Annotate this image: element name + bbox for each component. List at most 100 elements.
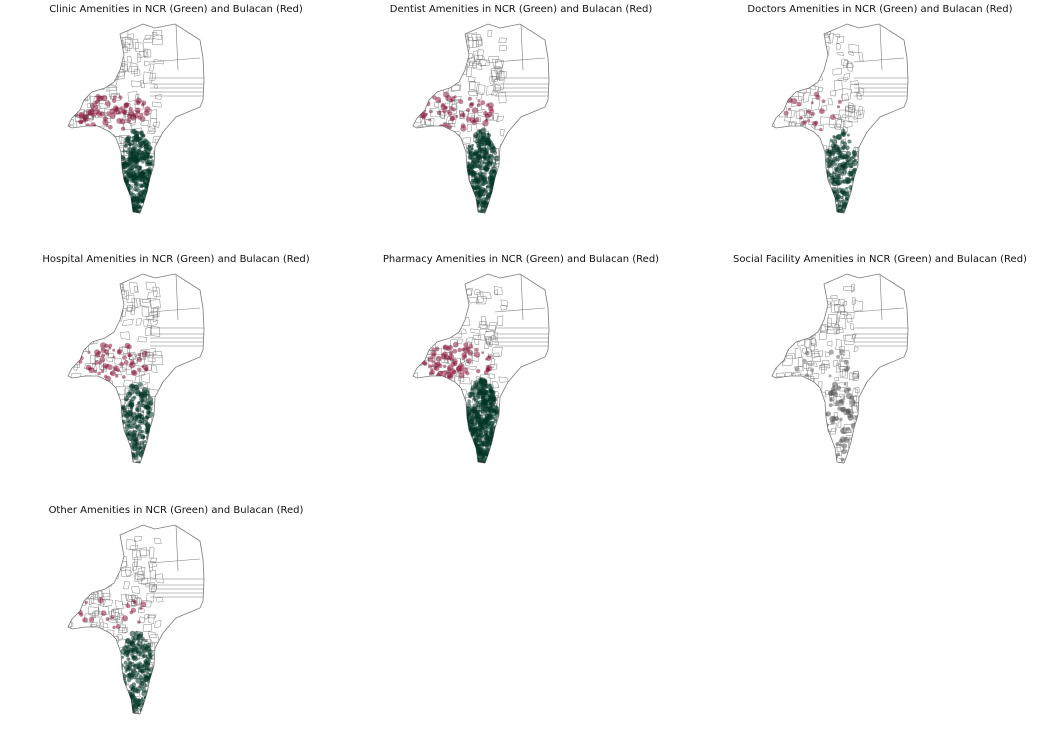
ncr-amenity-mark — [851, 192, 856, 197]
bulacan-amenity-mark — [440, 370, 443, 374]
ncr-amenity-mark — [121, 655, 125, 659]
ncr-amenity-mark — [467, 145, 473, 152]
ncr-amenity-mark — [845, 145, 850, 150]
bulacan-amenity-mark — [78, 360, 83, 364]
bulacan-amenity-mark — [431, 364, 435, 368]
ncr-amenity-mark — [829, 150, 836, 157]
bulacan-amenity-mark — [466, 358, 472, 364]
ncr-amenity-mark — [137, 665, 142, 670]
ncr-amenity-mark — [490, 424, 496, 430]
ncr-amenity-mark — [834, 400, 840, 407]
bulacan-amenity-mark — [99, 111, 105, 117]
ncr-amenity-mark — [141, 435, 145, 440]
ncr-amenity-mark — [128, 707, 132, 711]
ncr-amenity-mark — [823, 428, 830, 435]
ncr-amenity-mark — [852, 159, 858, 166]
choropleth-map-dentist — [412, 23, 550, 214]
bulacan-amenity-mark — [130, 607, 136, 613]
ncr-amenity-mark — [120, 689, 126, 694]
ncr-amenity-mark — [142, 682, 148, 688]
bulacan-amenity-mark — [417, 106, 423, 112]
ncr-amenity-mark — [139, 157, 143, 161]
ncr-amenity-mark — [823, 186, 830, 193]
choropleth-map-pharmacy — [412, 273, 550, 464]
bulacan-amenity-mark — [100, 342, 107, 349]
bulacan-amenity-mark — [433, 362, 440, 368]
ncr-amenity-mark — [133, 384, 140, 391]
map-title-pharmacy: Pharmacy Amenities in NCR (Green) and Bu… — [382, 254, 660, 265]
map-panel-doctors: Doctors Amenities in NCR (Green) and Bul… — [704, 0, 1056, 243]
bulacan-amenity-mark — [85, 123, 90, 128]
bulacan-amenity-mark — [431, 350, 437, 356]
ncr-amenity-mark — [467, 194, 473, 200]
ncr-amenity-mark — [466, 190, 472, 196]
ncr-amenity-mark — [127, 168, 131, 172]
bulacan-amenity-mark — [87, 108, 95, 115]
bulacan-amenity-mark — [122, 111, 127, 115]
ncr-amenity-mark — [474, 415, 478, 418]
ncr-amenity-mark — [471, 454, 477, 460]
bulacan-amenity-mark — [810, 368, 814, 373]
ncr-amenity-mark — [482, 378, 488, 384]
bulacan-amenity-mark — [427, 356, 434, 362]
ncr-amenity-mark — [484, 430, 491, 437]
bulacan-amenity-mark — [443, 91, 450, 98]
bulacan-amenity-mark — [110, 370, 116, 377]
ncr-amenity-mark — [138, 382, 144, 387]
bulacan-amenity-mark — [97, 597, 104, 604]
ncr-amenity-mark — [850, 422, 857, 429]
province-boundary — [149, 307, 201, 313]
ncr-amenity-mark — [476, 139, 482, 144]
ncr-amenity-mark — [490, 188, 496, 194]
choropleth-map-other — [67, 524, 205, 715]
ncr-amenity-mark — [827, 155, 832, 161]
ncr-amenity-mark — [469, 443, 473, 447]
bulacan-amenity-mark — [123, 103, 129, 109]
bulacan-amenity-mark — [447, 111, 453, 116]
ncr-amenity-mark — [133, 198, 139, 205]
ncr-amenity-mark — [470, 445, 474, 450]
ncr-amenity-mark — [141, 169, 148, 175]
ncr-amenity-mark — [147, 442, 152, 448]
ncr-amenity-mark — [477, 154, 482, 159]
ncr-amenity-mark — [126, 454, 130, 458]
ncr-amenity-mark — [130, 162, 135, 166]
bulacan-amenity-mark — [419, 359, 423, 363]
bulacan-amenity-mark — [99, 357, 106, 363]
ncr-amenity-mark — [837, 179, 843, 185]
ncr-amenity-mark — [136, 174, 143, 181]
bulacan-amenity-mark — [137, 620, 141, 624]
ncr-amenity-mark — [470, 442, 475, 447]
ncr-amenity-mark — [487, 424, 490, 428]
bulacan-amenity-mark — [465, 116, 471, 122]
ncr-amenity-mark — [490, 399, 494, 403]
ncr-amenity-mark — [123, 445, 130, 452]
bulacan-amenity-mark — [139, 112, 144, 117]
ncr-amenity-mark — [840, 132, 845, 136]
ncr-amenity-mark — [853, 153, 857, 157]
bulacan-amenity-mark — [458, 372, 465, 379]
ncr-amenity-mark — [484, 437, 490, 443]
ncr-amenity-mark — [134, 188, 139, 192]
ncr-amenity-mark — [133, 698, 138, 704]
ncr-amenity-mark — [469, 391, 475, 398]
ncr-amenity-mark — [491, 448, 495, 452]
bulacan-amenity-mark — [117, 348, 123, 354]
ncr-amenity-mark — [146, 448, 151, 453]
ncr-amenity-mark — [125, 404, 129, 408]
ncr-amenity-mark — [147, 191, 153, 197]
bulacan-amenity-mark — [105, 100, 111, 107]
ncr-amenity-mark — [125, 445, 130, 450]
ncr-amenity-mark — [127, 456, 133, 462]
province-boundary — [879, 274, 883, 321]
bulacan-amenity-mark — [435, 355, 442, 362]
ncr-amenity-mark — [492, 192, 496, 196]
ncr-amenity-mark — [129, 150, 134, 155]
ncr-amenity-mark — [495, 430, 500, 435]
bulacan-amenity-mark — [110, 614, 115, 619]
bulacan-amenity-mark — [141, 103, 145, 107]
ncr-amenity-mark — [845, 151, 852, 157]
ncr-amenity-mark — [492, 442, 498, 447]
bulacan-amenity-mark — [424, 112, 428, 116]
bulacan-amenity-mark — [137, 367, 142, 372]
